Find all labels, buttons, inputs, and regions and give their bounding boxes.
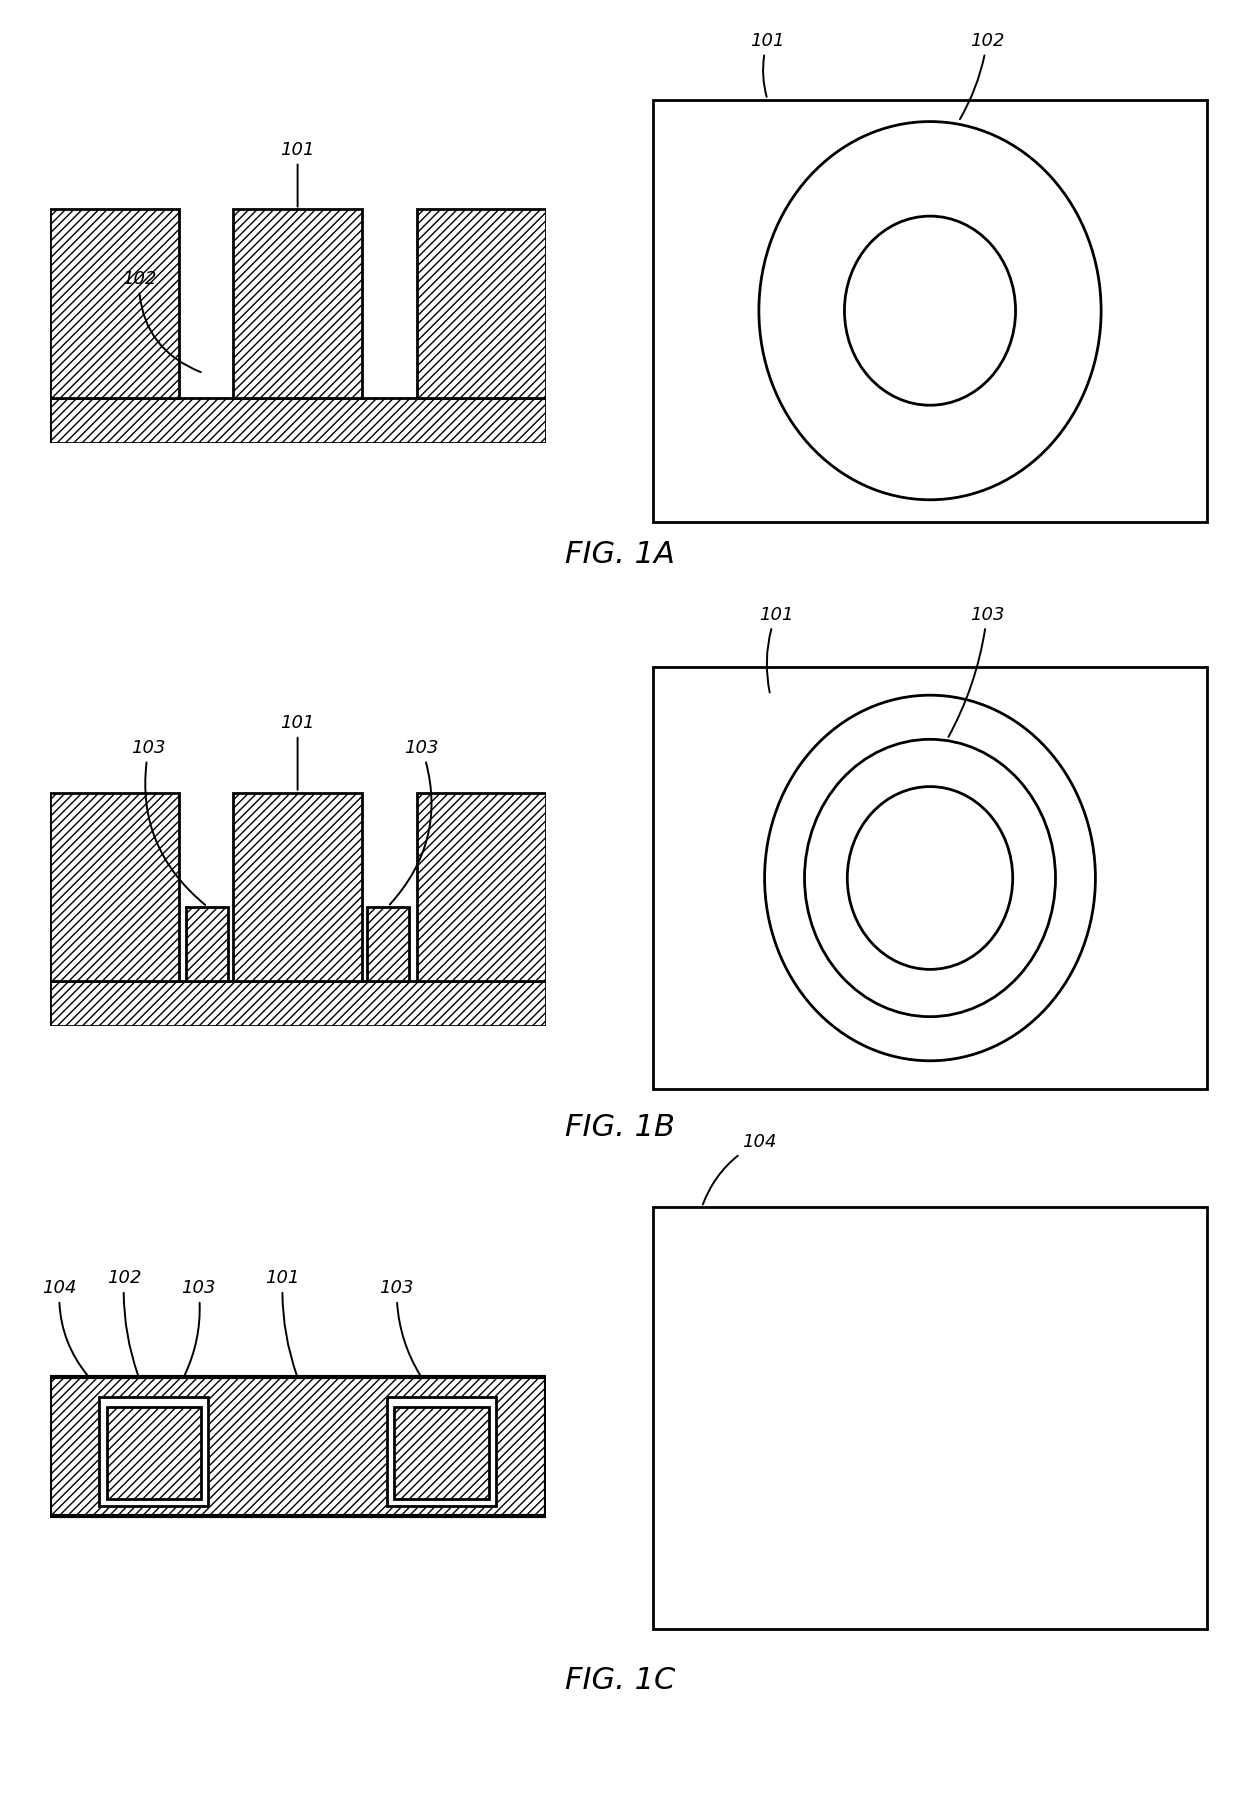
Text: 101: 101 [265,1270,300,1374]
Bar [50,982,546,1027]
Bar [233,792,362,982]
Bar [367,906,409,982]
Bar [186,906,228,982]
Bar [50,792,179,982]
Circle shape [847,787,1013,969]
Circle shape [759,122,1101,501]
Text: FIG. 1C: FIG. 1C [565,1666,675,1695]
Text: 104: 104 [703,1133,776,1205]
Text: 101: 101 [750,32,785,97]
Bar [50,398,546,443]
Text: 103: 103 [949,605,1004,737]
Bar [394,1407,489,1498]
Bar [417,792,546,982]
Text: 102: 102 [122,270,201,373]
Bar [50,1378,546,1516]
Bar [387,1398,496,1506]
Text: 101: 101 [280,140,315,207]
Text: 103: 103 [181,1279,216,1374]
Bar [107,1407,201,1498]
Text: 101: 101 [280,713,315,791]
Text: 104: 104 [42,1279,88,1376]
Circle shape [765,695,1095,1061]
Bar [99,1398,208,1506]
Text: 103: 103 [131,738,205,904]
Text: 102: 102 [960,32,1004,119]
Bar [387,1398,496,1506]
Bar [417,209,546,398]
Circle shape [805,738,1055,1016]
Text: FIG. 1A: FIG. 1A [565,540,675,569]
Bar [233,209,362,398]
Text: 101: 101 [759,605,794,692]
Text: 103: 103 [389,738,439,904]
Bar [99,1398,208,1506]
Bar [50,209,179,398]
Circle shape [844,216,1016,405]
Text: FIG. 1B: FIG. 1B [565,1113,675,1142]
Text: 103: 103 [379,1279,420,1376]
Text: 102: 102 [107,1270,141,1374]
Bar [50,1378,546,1516]
